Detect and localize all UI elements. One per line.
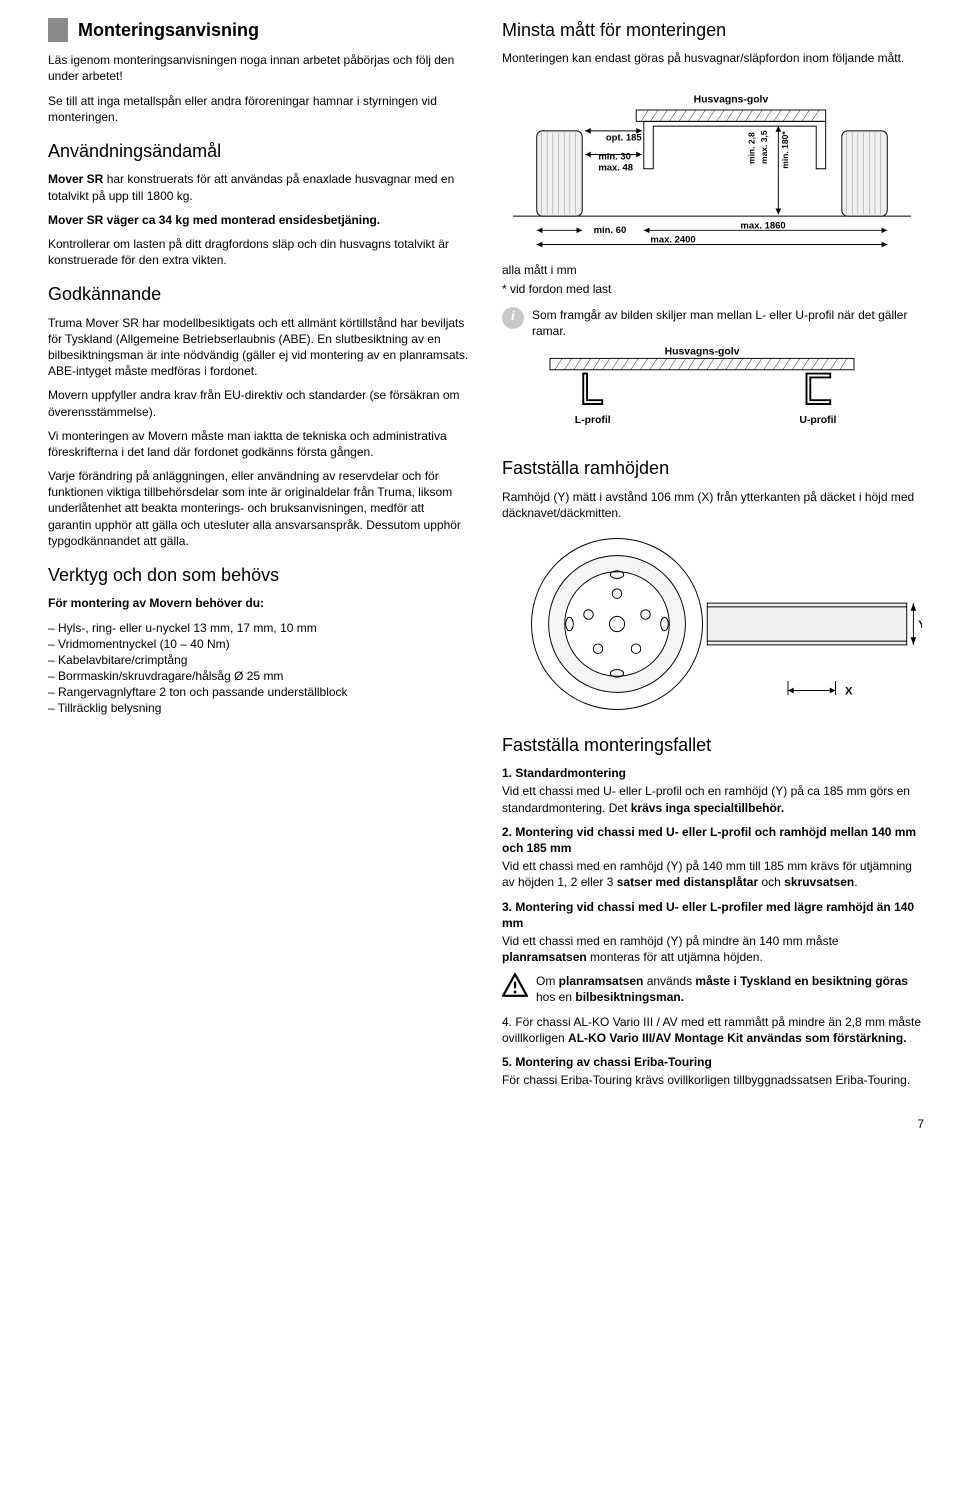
case5-body: För chassi Eriba-Touring krävs ovillkorl… [502, 1072, 924, 1088]
header-marker [48, 18, 68, 42]
mover-sr-label: Mover SR [48, 172, 103, 186]
case3-body: Vid ett chassi med en ramhöjd (Y) på min… [502, 933, 924, 965]
tool-item: Vridmomentnyckel (10 – 40 Nm) [48, 636, 470, 652]
tool-item: Kabelavbitare/crimptång [48, 652, 470, 668]
case5-heading: 5. Montering av chassi Eriba-Touring [502, 1054, 924, 1070]
approval-p1: Truma Mover SR har modellbesiktigats och… [48, 315, 470, 380]
figure-chassis-dimensions: Husvagns-golv opt. 185 min. 30 max. 48 m… [502, 74, 924, 254]
info-note: i Som framgår av bilden skiljer man mell… [502, 307, 924, 339]
fig1-max48: max. 48 [598, 163, 633, 174]
heading-mounting-case: Fastställa monteringsfallet [502, 733, 924, 757]
frame-height-p: Ramhöjd (Y) mätt i avstånd 106 mm (X) fr… [502, 489, 924, 521]
tool-item: Rangervagnlyftare 2 ton och passande und… [48, 684, 470, 700]
info-icon: i [502, 307, 524, 329]
units-mm: alla mått i mm [502, 262, 924, 278]
heading-tools: Verktyg och don som behövs [48, 563, 470, 587]
fig2-l-label: L-profil [575, 415, 611, 426]
use-weight: Mover SR väger ca 34 kg med monterad ens… [48, 212, 470, 228]
case2-body: Vid ett chassi med en ramhöjd (Y) på 140… [502, 858, 924, 890]
intro-p1: Läs igenom monteringsanvisningen noga in… [48, 52, 470, 84]
units-note: * vid fordon med last [502, 281, 924, 297]
fig1-min30: min. 30 [598, 152, 631, 163]
fig3-y-label: Y [918, 619, 922, 631]
use-check: Kontrollerar om lasten på ditt dragfordo… [48, 236, 470, 268]
fig1-max1860: max. 1860 [740, 221, 785, 232]
page-number: 7 [48, 1116, 924, 1132]
approval-p3: Vi monteringen av Movern måste man iaktt… [48, 428, 470, 460]
fig2-floor-label: Husvagns-golv [665, 347, 740, 358]
tool-item: Tillräcklig belysning [48, 700, 470, 716]
fig1-opt185: opt. 185 [606, 133, 642, 144]
case2-heading: 2. Montering vid chassi med U- eller L-p… [502, 824, 924, 856]
heading-min-dim: Minsta mått för monteringen [502, 18, 924, 42]
fig2-u-label: U-profil [799, 415, 836, 426]
page-header: Monteringsanvisning [48, 18, 470, 42]
fig1-max35: max. 3,5 [759, 131, 769, 165]
figure-wheel-xy: Y X [502, 529, 924, 719]
warning-text: Om planramsatsen används måste i Tysklan… [536, 973, 924, 1005]
fig1-min180: min. 180* [780, 131, 790, 169]
fig1-min60: min. 60 [594, 226, 627, 237]
fig1-floor-label: Husvagns-golv [694, 95, 769, 106]
warning-note: Om planramsatsen används måste i Tysklan… [502, 973, 924, 1005]
case4-body: 4. För chassi AL-KO Vario III / AV med e… [502, 1014, 924, 1046]
heading-approval: Godkännande [48, 282, 470, 306]
fig1-max2400: max. 2400 [650, 235, 695, 246]
use-p1: Mover SR har konstruerats för att använd… [48, 171, 470, 203]
tool-item: Borrmaskin/skruvdragare/hålsåg Ø 25 mm [48, 668, 470, 684]
intro-p2: Se till att inga metallspån eller andra … [48, 93, 470, 125]
fig1-min28: min. 2,8 [747, 133, 757, 165]
figure-profiles: Husvagns-golv L-profil U-profil [502, 347, 924, 442]
approval-p4: Varje förändring på anläggningen, eller … [48, 468, 470, 549]
heading-use: Användningsändamål [48, 139, 470, 163]
min-dim-p: Monteringen kan endast göras på husvagna… [502, 50, 924, 66]
tools-lead: För montering av Movern behöver du: [48, 595, 470, 611]
warning-icon [502, 973, 528, 1001]
heading-frame-height: Fastställa ramhöjden [502, 456, 924, 480]
fig3-x-label: X [845, 685, 853, 697]
case1-body: Vid ett chassi med U- eller L-profil och… [502, 783, 924, 815]
approval-p2: Movern uppfyller andra krav från EU-dire… [48, 387, 470, 419]
case3-heading: 3. Montering vid chassi med U- eller L-p… [502, 899, 924, 931]
title-monteringsanvisning: Monteringsanvisning [78, 18, 259, 42]
tool-item: Hyls-, ring- eller u-nyckel 13 mm, 17 mm… [48, 620, 470, 636]
info-text: Som framgår av bilden skiljer man mellan… [532, 307, 924, 339]
case1-heading: 1. Standardmontering [502, 765, 924, 781]
tools-list: Hyls-, ring- eller u-nyckel 13 mm, 17 mm… [48, 620, 470, 717]
